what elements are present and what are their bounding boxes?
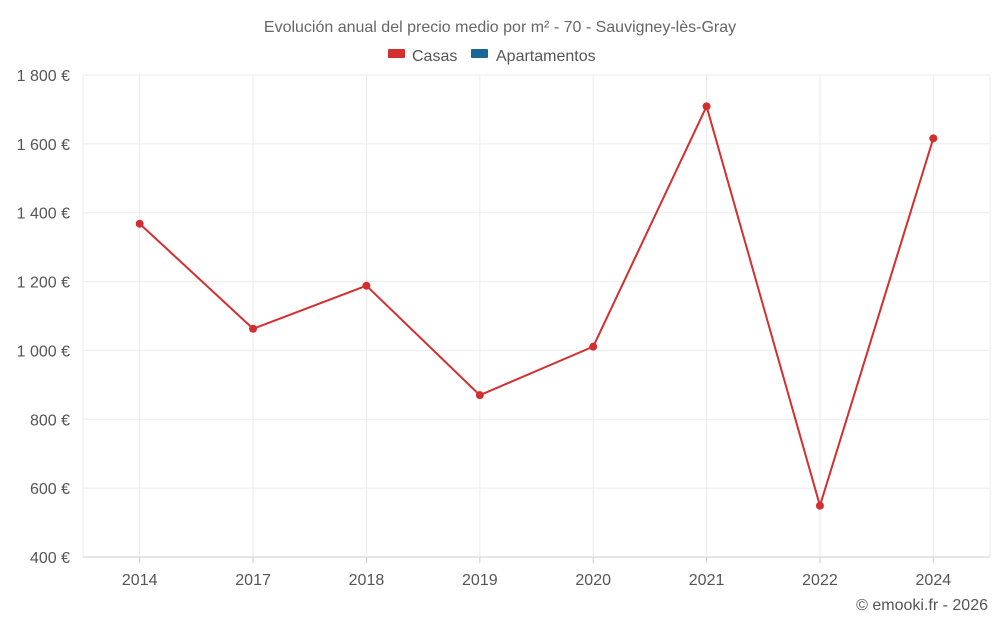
y-tick-label: 1 800 € <box>17 68 70 85</box>
x-tick-label: 2018 <box>349 572 385 589</box>
x-axis: 2014 2017 2018 2019 2020 2021 2022 2024 <box>122 557 951 589</box>
data-point[interactable] <box>589 342 598 351</box>
chart-title: Evolución anual del precio medio por m² … <box>264 19 736 36</box>
grid <box>82 74 991 558</box>
x-tick-label: 2024 <box>916 572 952 589</box>
data-point[interactable] <box>929 134 938 143</box>
x-tick-label: 2019 <box>462 572 498 589</box>
legend: Casas Apartamentos <box>388 48 596 65</box>
y-tick-label: 1 400 € <box>17 206 70 223</box>
x-tick-label: 2022 <box>802 572 838 589</box>
x-tick-label: 2021 <box>689 572 725 589</box>
y-tick-label: 600 € <box>30 481 70 498</box>
series-line-casas <box>139 105 935 507</box>
legend-label-casas: Casas <box>412 48 457 65</box>
legend-item-casas[interactable]: Casas <box>388 48 457 65</box>
data-point[interactable] <box>815 501 824 510</box>
y-axis: 400 € 600 € 800 € 1 000 € 1 200 € 1 400 € 1 60… <box>17 68 70 567</box>
y-tick-label: 1 600 € <box>17 137 70 154</box>
x-tick-label: 2014 <box>122 572 158 589</box>
legend-swatch-casas <box>388 49 405 58</box>
series-casas <box>135 102 938 510</box>
x-tick-label: 2020 <box>575 572 611 589</box>
data-point[interactable] <box>475 391 484 400</box>
y-tick-label: 1 200 € <box>17 275 70 292</box>
data-point[interactable] <box>702 102 711 111</box>
data-point[interactable] <box>249 324 258 333</box>
legend-label-apartamentos: Apartamentos <box>496 48 596 65</box>
copyright-text: © emooki.fr - 2026 <box>856 597 988 614</box>
y-tick-label: 800 € <box>30 412 70 429</box>
legend-item-apartamentos[interactable]: Apartamentos <box>471 48 596 65</box>
x-tick-label: 2017 <box>235 572 271 589</box>
y-tick-label: 400 € <box>30 550 70 567</box>
legend-swatch-apartamentos <box>471 49 488 58</box>
data-point[interactable] <box>362 281 371 290</box>
y-tick-label: 1 000 € <box>17 343 70 360</box>
data-point[interactable] <box>135 219 144 228</box>
